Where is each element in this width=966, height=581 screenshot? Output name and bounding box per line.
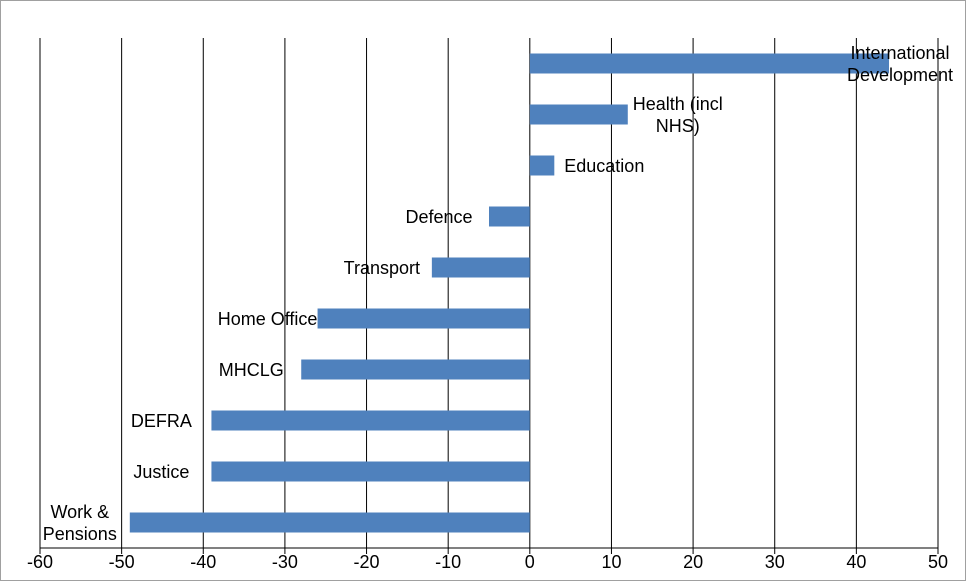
x-tick-label: 40 (846, 552, 866, 572)
bar (529, 104, 628, 125)
x-tick-label: -30 (272, 552, 298, 572)
category-label: Justice (133, 461, 190, 482)
x-tick-label: -40 (190, 552, 216, 572)
x-tick-label: 20 (683, 552, 703, 572)
x-tick-label: 30 (765, 552, 785, 572)
x-tick-label: -50 (109, 552, 135, 572)
x-tick-label: -20 (354, 552, 380, 572)
category-label: Education (564, 155, 645, 176)
x-tick-label: -60 (27, 552, 53, 572)
category-label: Defence (405, 206, 473, 227)
bar (301, 359, 530, 380)
bar (211, 410, 530, 431)
x-tick-label: 0 (525, 552, 535, 572)
x-tick-label: 10 (601, 552, 621, 572)
category-label: Home Office (217, 308, 318, 329)
category-label: Health (incl NHS) (632, 93, 723, 136)
bar (529, 53, 890, 74)
bar (489, 206, 530, 227)
x-tick-label: -10 (435, 552, 461, 572)
category-label: MHCLG (218, 359, 284, 380)
bar (317, 308, 530, 329)
category-label: DEFRA (130, 410, 192, 431)
category-label: Transport (343, 257, 421, 278)
bar (211, 461, 530, 482)
x-tick-label: 50 (928, 552, 948, 572)
bar (129, 512, 530, 533)
category-label: Work & Pensions (42, 501, 117, 544)
category-label: International Development (846, 42, 954, 85)
bar (529, 155, 555, 176)
bar (431, 257, 530, 278)
